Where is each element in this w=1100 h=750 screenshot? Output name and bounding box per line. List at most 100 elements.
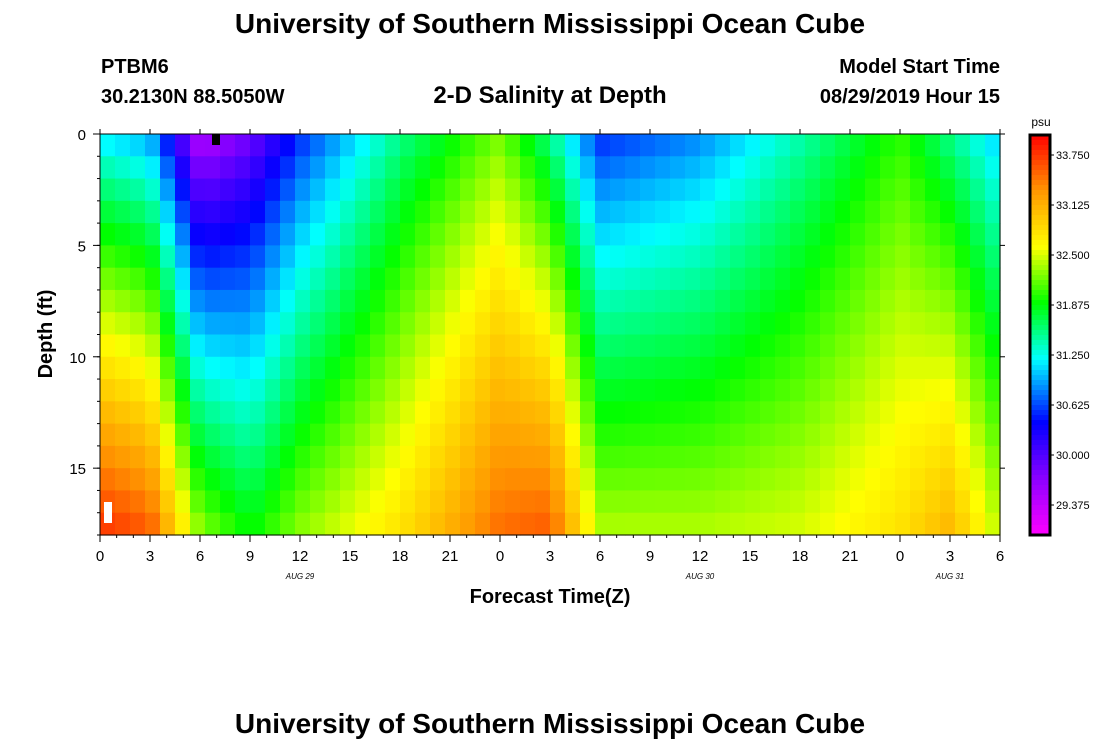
- heatmap-cell: [970, 379, 986, 402]
- heatmap-cell: [295, 200, 311, 224]
- heatmap-cell: [325, 245, 341, 269]
- heatmap-cell: [775, 156, 791, 180]
- heatmap-cell: [280, 156, 296, 180]
- heatmap-cell: [205, 223, 221, 246]
- heatmap-cell: [370, 334, 386, 358]
- heatmap-cell: [925, 512, 941, 536]
- colorbar-segment: [1030, 155, 1050, 161]
- heatmap-cell: [355, 334, 371, 358]
- heatmap-cell: [475, 445, 491, 469]
- heatmap-cell: [880, 156, 896, 180]
- heatmap-cell: [940, 401, 956, 425]
- heatmap-cell: [940, 289, 956, 313]
- heatmap-cell: [775, 512, 791, 536]
- heatmap-cell: [625, 445, 641, 469]
- heatmap-cell: [310, 200, 326, 224]
- heatmap-cell: [475, 512, 491, 536]
- colorbar-segment: [1030, 270, 1050, 276]
- heatmap-cell: [580, 200, 596, 224]
- heatmap-cell: [925, 356, 941, 380]
- heatmap-cell: [415, 200, 431, 224]
- heatmap-cell: [505, 356, 521, 380]
- heatmap-cell: [250, 379, 266, 402]
- heatmap-cell: [715, 334, 731, 358]
- colorbar-segment: [1030, 445, 1050, 451]
- heatmap-cell: [685, 178, 701, 202]
- heatmap-cell: [805, 178, 821, 202]
- date-label: AUG 30: [685, 572, 715, 581]
- heatmap-cell: [790, 267, 806, 291]
- heatmap-cell: [385, 223, 401, 246]
- heatmap-cell: [475, 200, 491, 224]
- heatmap-cell: [745, 512, 761, 536]
- heatmap-cell: [805, 512, 821, 536]
- heatmap-cell: [730, 200, 746, 224]
- heatmap-cell: [685, 267, 701, 291]
- heatmap-cell: [160, 245, 176, 269]
- heatmap-cell: [715, 134, 731, 157]
- colorbar-segment: [1030, 165, 1050, 171]
- heatmap-cell: [250, 312, 266, 336]
- heatmap-cell: [925, 334, 941, 358]
- heatmap-cell: [460, 223, 476, 246]
- heatmap-cell: [625, 134, 641, 157]
- heatmap-cell: [670, 312, 686, 336]
- heatmap-cell: [595, 423, 611, 447]
- heatmap-cell: [715, 178, 731, 202]
- colorbar-segment: [1030, 260, 1050, 266]
- heatmap-cell: [925, 312, 941, 336]
- heatmap-cell: [280, 289, 296, 313]
- heatmap-cell: [295, 423, 311, 447]
- heatmap-cell: [340, 289, 356, 313]
- heatmap-cell: [760, 334, 776, 358]
- heatmap-cell: [670, 468, 686, 492]
- heatmap-cell: [940, 223, 956, 246]
- heatmap-cell: [820, 379, 836, 402]
- x-tick-label: 0: [496, 548, 504, 565]
- heatmap-cell: [220, 156, 236, 180]
- heatmap-cell: [670, 512, 686, 536]
- heatmap-cell: [430, 490, 446, 514]
- heatmap-cell: [865, 356, 881, 380]
- heatmap-cell: [760, 156, 776, 180]
- heatmap-cell: [970, 401, 986, 425]
- heatmap-cell: [775, 200, 791, 224]
- heatmap-cell: [580, 490, 596, 514]
- chart-axes: 0 3 6 9 12 15 18 21 0 3 6 9 12 15 18 21 0 3 6 AUG 29 AUG 30 A…: [69, 127, 1005, 581]
- heatmap-cell: [700, 468, 716, 492]
- heatmap-cell: [835, 223, 851, 246]
- heatmap-cell: [670, 334, 686, 358]
- x-tick-label: 12: [692, 548, 709, 565]
- heatmap-cell: [865, 379, 881, 402]
- heatmap-cell: [985, 401, 1001, 425]
- heatmap-cell: [145, 312, 161, 336]
- heatmap-cell: [505, 334, 521, 358]
- heatmap-cell: [250, 423, 266, 447]
- heatmap-cell: [310, 334, 326, 358]
- heatmap-cell: [940, 445, 956, 469]
- colorbar-label: 31.250: [1056, 350, 1090, 362]
- heatmap-cell: [595, 401, 611, 425]
- heatmap-cell: [790, 134, 806, 157]
- heatmap-cell: [385, 334, 401, 358]
- heatmap-cell: [955, 223, 971, 246]
- colorbar-segment: [1030, 195, 1050, 201]
- heatmap-cell: [985, 267, 1001, 291]
- heatmap-cell: [400, 468, 416, 492]
- heatmap-cell: [325, 200, 341, 224]
- heatmap-cell: [865, 490, 881, 514]
- heatmap-cell: [160, 468, 176, 492]
- heatmap-cell: [430, 223, 446, 246]
- heatmap-cell: [475, 267, 491, 291]
- heatmap-cell: [760, 468, 776, 492]
- heatmap-cell: [715, 356, 731, 380]
- heatmap-cell: [100, 156, 116, 180]
- heatmap-cell: [655, 267, 671, 291]
- heatmap-cell: [385, 512, 401, 536]
- heatmap-cell: [115, 223, 131, 246]
- heatmap-cell: [190, 490, 206, 514]
- heatmap-cell: [430, 334, 446, 358]
- heatmap-cell: [400, 267, 416, 291]
- heatmap-cell: [580, 356, 596, 380]
- heatmap-cell: [805, 267, 821, 291]
